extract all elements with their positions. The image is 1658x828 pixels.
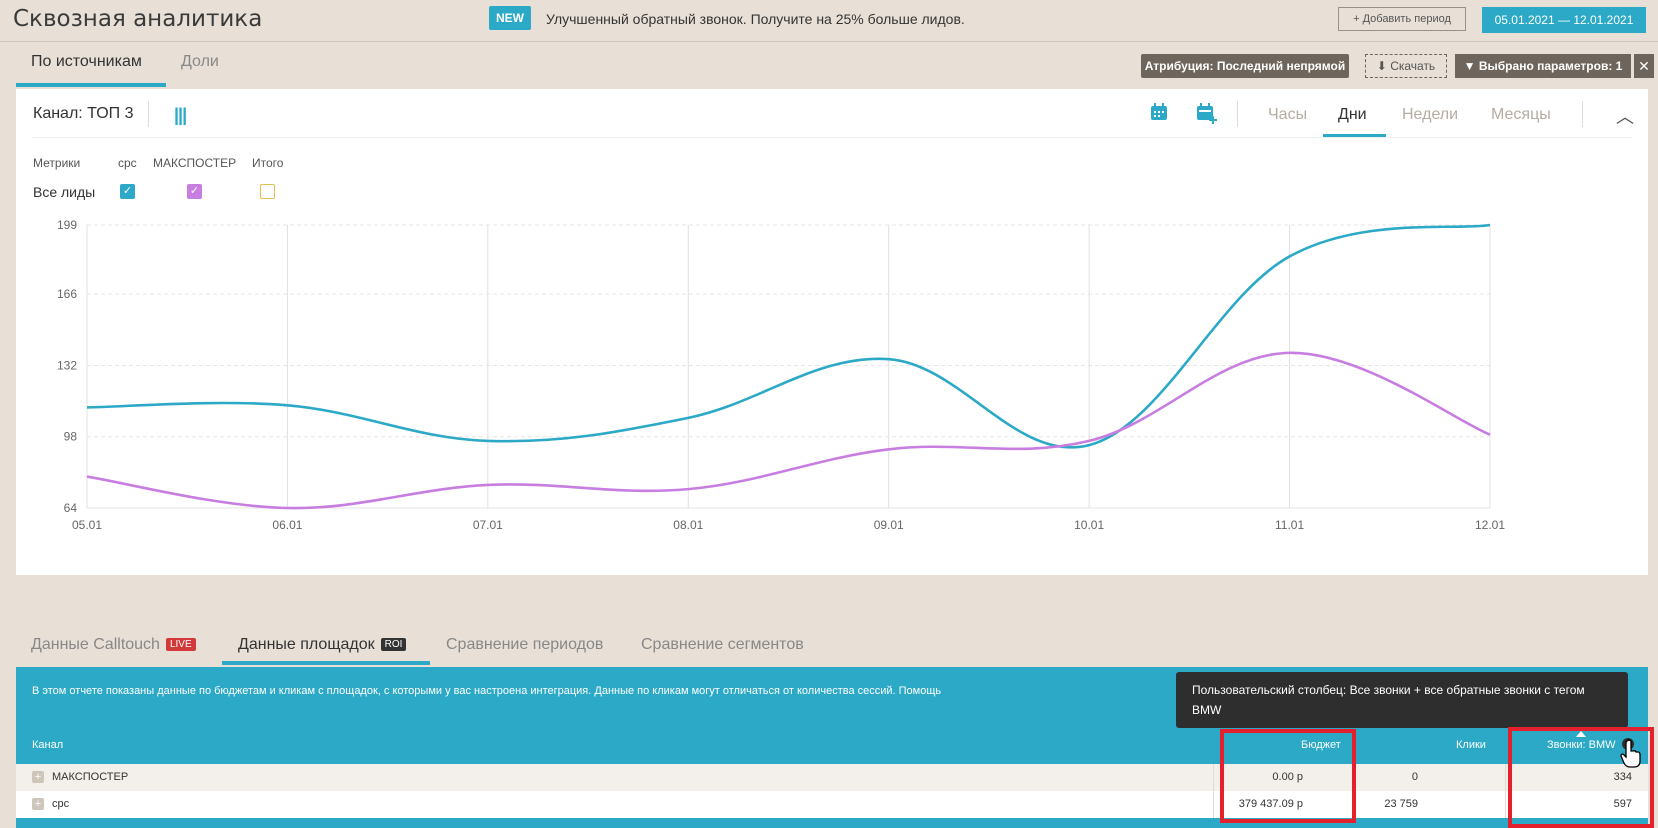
expand-icon[interactable]: + [32,798,44,810]
roi-badge: ROI [380,638,407,652]
attribution-button[interactable]: Атрибуция: Последний непрямой [1141,54,1349,78]
cell-clicks: 23 759 [1384,798,1418,810]
x-tick-label: 09.01 [874,518,904,532]
params-label: Выбрано параметров: 1 [1478,59,1623,73]
x-tick-label: 12.01 [1475,518,1505,532]
active-tab-indicator [16,83,166,87]
checkbox-maxposter[interactable]: ✓ [187,184,202,199]
expand-icon[interactable]: + [32,771,44,783]
y-tick-label: 199 [57,218,77,232]
page-title: Сквозная аналитика [13,6,263,32]
calendar-add-icon[interactable] [1196,103,1218,125]
active-period-indicator [1323,134,1386,137]
metrics-label: Метрики [33,156,81,170]
series-line-cpc [86,223,1491,449]
cell-channel: МАКСПОСТЕР [52,771,129,783]
column-header-budget[interactable]: Бюджет [1301,739,1341,751]
x-tick-label: 08.01 [673,518,703,532]
y-tick-label: 132 [57,358,77,372]
tab-platform-data[interactable]: Данные площадок ROI [238,636,407,654]
divider [1505,764,1506,818]
table-info-text: В этом отчете показаны данные по бюджета… [32,685,942,697]
table-row[interactable]: + cpc 379 437.09 р 23 759 597 [16,791,1648,818]
cell-channel: cpc [52,798,70,810]
hand-cursor-icon [1620,739,1641,768]
checkbox-cpc[interactable]: ✓ [120,184,135,199]
y-tick-label: 166 [57,287,77,301]
period-months[interactable]: Месяцы [1491,106,1551,123]
legend-series-maxposter: МАКСПОСТЕР [153,156,237,170]
download-icon: ⬇ [1376,59,1391,73]
params-button[interactable]: ▼ Выбрано параметров: 1 [1455,54,1631,78]
tab-label: Данные площадок [238,636,375,653]
x-tick-label: 10.01 [1074,518,1104,532]
column-tooltip: Пользовательский столбец: Все звонки + в… [1176,672,1628,728]
cell-clicks: 0 [1411,771,1418,783]
plus-icon: + [1353,13,1363,25]
promo-link[interactable]: Улучшенный обратный звонок. Получите на … [546,11,965,27]
column-header-clicks[interactable]: Клики [1456,739,1486,751]
live-badge: LIVE [165,638,196,652]
add-period-button[interactable]: + Добавить период [1338,7,1466,31]
period-hours[interactable]: Часы [1268,106,1308,123]
period-days[interactable]: Дни [1338,106,1367,123]
channel-selector[interactable]: Канал: ТОП 3 [33,105,134,122]
chart-panel: Канал: ТОП 3 ||| Часы Дни Недели Месяцы … [16,89,1648,575]
close-params-button[interactable]: ✕ [1634,54,1654,78]
y-tick-label: 64 [64,501,78,515]
cell-budget: 379 437.09 р [1238,798,1303,810]
table-row[interactable]: + МАКСПОСТЕР 0.00 р 0 334 [16,764,1648,791]
x-tick-label: 07.01 [473,518,503,532]
sort-asc-icon [1576,731,1586,737]
legend-series-total: Итого [252,156,284,170]
column-header-channel[interactable]: Канал [32,739,64,751]
top-bar: Сквозная аналитика NEW Улучшенный обратн… [0,0,1658,42]
highlight-calls-column [1508,727,1654,828]
add-period-label: Добавить период [1362,13,1451,25]
checkbox-total[interactable] [260,184,275,199]
divider [1213,764,1214,818]
tab-by-sources[interactable]: По источникам [31,53,142,70]
tab-label: Данные Calltouch [31,636,160,653]
tab-shares[interactable]: Доли [181,53,219,70]
all-leads-label: Все лиды [33,184,96,200]
divider [1237,101,1238,127]
calendar-icon[interactable] [1150,103,1168,121]
period-weeks[interactable]: Недели [1402,106,1459,123]
new-badge: NEW [489,6,531,30]
y-tick-label: 98 [64,430,78,444]
legend-series-cpc: cpc [118,156,137,170]
highlight-budget-column [1220,729,1356,823]
download-label: Скачать [1390,59,1436,73]
tab-compare-periods[interactable]: Сравнение периодов [446,636,604,653]
cell-calls: 597 [1613,798,1632,810]
line-chart: 64 98 132 166 199 05.01 06.01 07.01 08.01 09.01 10… [57,218,1505,532]
series-line-maxposter [86,351,1491,510]
divider [1582,101,1583,127]
date-range-picker[interactable]: 05.01.2021 — 12.01.2021 [1482,7,1646,33]
collapse-icon[interactable]: ︿ [1616,107,1634,127]
x-tick-label: 05.01 [72,518,102,532]
filter-icon: ▼ [1463,59,1479,73]
column-header-calls-bmw[interactable]: Звонки: BMW [1547,739,1616,751]
x-tick-label: 11.01 [1275,518,1304,532]
columns-icon[interactable]: ||| [174,105,187,125]
download-button[interactable]: ⬇ Скачать [1365,54,1447,78]
active-tab-indicator [222,661,430,665]
divider [32,137,1632,138]
cell-budget: 0.00 р [1272,771,1303,783]
tab-calltouch-data[interactable]: Данные Calltouch LIVE [31,636,196,654]
tab-compare-segments[interactable]: Сравнение сегментов [641,636,804,653]
cell-calls: 334 [1613,771,1632,783]
x-tick-label: 06.01 [272,518,302,532]
divider [148,101,149,127]
